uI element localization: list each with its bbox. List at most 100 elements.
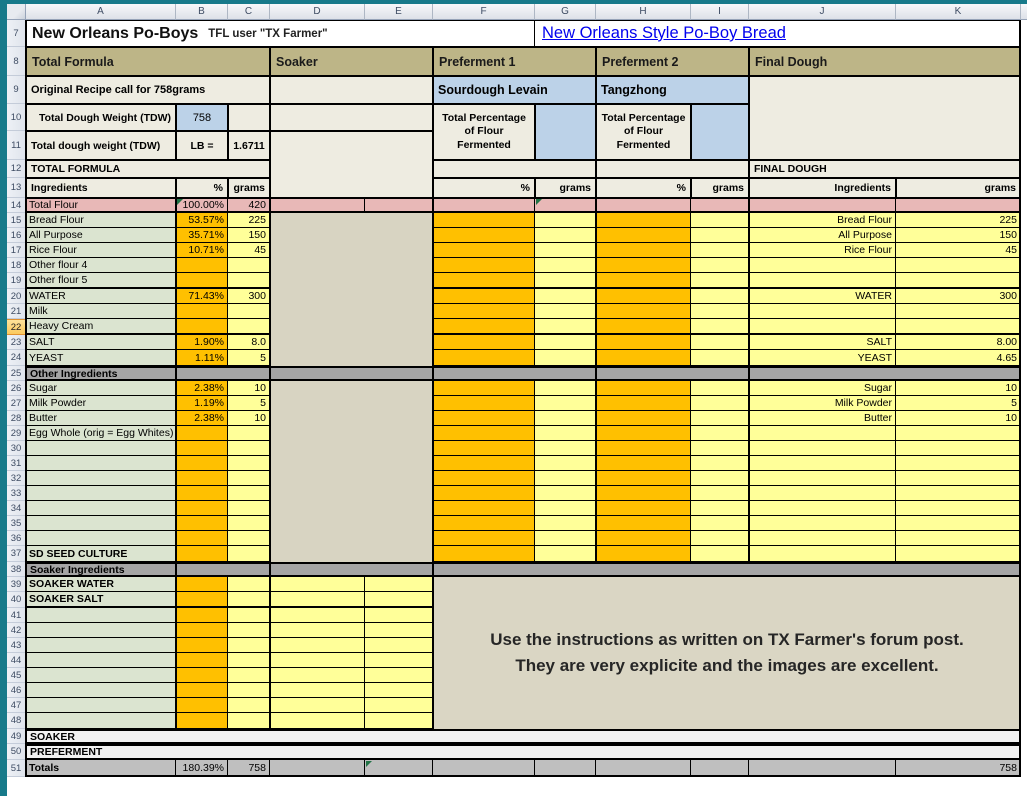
cell-I26[interactable] (691, 381, 749, 396)
cell-C23[interactable]: 8.0 (228, 335, 270, 350)
cell-E41[interactable] (365, 608, 433, 623)
cell-C44[interactable] (228, 653, 270, 668)
cell-C28[interactable]: 10 (228, 411, 270, 426)
cell-I21[interactable] (691, 304, 749, 319)
cell-J33[interactable] (749, 486, 896, 501)
cell-G24[interactable] (535, 350, 596, 366)
ingredients-header-cell-fd[interactable]: Ingredients (749, 178, 896, 198)
section-soaker[interactable]: Soaker (270, 47, 433, 76)
cell-J34[interactable] (749, 501, 896, 516)
lb-unit-cell[interactable]: LB = (176, 131, 228, 160)
tdw-label-cell[interactable]: Total Dough Weight (TDW) (26, 104, 176, 131)
cell-I23[interactable] (691, 335, 749, 350)
grams-header-cell-2[interactable]: grams (535, 178, 596, 198)
cell-B23[interactable]: 1.90% (176, 335, 228, 350)
grams-header-cell-3[interactable]: grams (691, 178, 749, 198)
cell-A37[interactable]: SD SEED CULTURE (26, 546, 176, 562)
cell-C34[interactable] (228, 501, 270, 516)
soaker-merged-block-2[interactable] (270, 381, 433, 562)
cell-K23[interactable]: 8.00 (896, 335, 1021, 350)
cell-K33[interactable] (896, 486, 1021, 501)
tdw-lb-label-cell[interactable]: Total dough weight (TDW) (26, 131, 176, 160)
recipe-hyperlink[interactable]: New Orleans Style Po-Boy Bread (542, 24, 786, 42)
cell-C42[interactable] (228, 623, 270, 638)
cell-G33[interactable] (535, 486, 596, 501)
cell-C16[interactable]: 150 (228, 228, 270, 243)
cell-K32[interactable] (896, 471, 1021, 486)
row-header-20[interactable]: 20 (7, 289, 26, 304)
cell-A44[interactable] (26, 653, 176, 668)
cell-C30[interactable] (228, 441, 270, 456)
cell-F32[interactable] (433, 471, 535, 486)
cell-I29[interactable] (691, 426, 749, 441)
cell-B30[interactable] (176, 441, 228, 456)
preferment1-spacer-cell[interactable] (433, 160, 596, 178)
tangzhong-cell[interactable]: Tangzhong (596, 76, 749, 104)
row-band-38[interactable]: Soaker Ingredients (26, 562, 1021, 577)
cell-B34[interactable] (176, 501, 228, 516)
section-preferment-1[interactable]: Preferment 1 (433, 47, 596, 76)
cell-A31[interactable] (26, 456, 176, 471)
cell-B41[interactable] (176, 608, 228, 623)
row-header-14[interactable]: 14 (7, 198, 26, 213)
cell-K20[interactable]: 300 (896, 289, 1021, 304)
cell-F21[interactable] (433, 304, 535, 319)
cell-A21[interactable]: Milk (26, 304, 176, 319)
cell-B20[interactable]: 71.43% (176, 289, 228, 304)
cell-K34[interactable] (896, 501, 1021, 516)
cell-A19[interactable]: Other flour 5 (26, 273, 176, 289)
cell-C32[interactable] (228, 471, 270, 486)
cell-B33[interactable] (176, 486, 228, 501)
row-band-49[interactable]: SOAKER (26, 729, 1021, 744)
cell-H15[interactable] (596, 213, 691, 228)
row-header-16[interactable]: 16 (7, 228, 26, 243)
row-header-22[interactable]: 22 (7, 319, 26, 335)
cell-J23[interactable]: SALT (749, 335, 896, 350)
cell-G36[interactable] (535, 531, 596, 546)
cell-C41[interactable] (228, 608, 270, 623)
pct-fermented-label-2[interactable]: Total Percentage of Flour Fermented (596, 104, 691, 160)
cell-H35[interactable] (596, 516, 691, 531)
cell-K36[interactable] (896, 531, 1021, 546)
title-row[interactable]: New Orleans Po-Boys TFL user "TX Farmer"… (26, 20, 1021, 47)
row-header-8[interactable]: 8 (7, 47, 26, 76)
cell-J14[interactable] (749, 198, 896, 213)
cell-B45[interactable] (176, 668, 228, 683)
row-header-46[interactable]: 46 (7, 683, 26, 698)
row-header-15[interactable]: 15 (7, 213, 26, 228)
row-header-24[interactable]: 24 (7, 350, 26, 366)
cell-I36[interactable] (691, 531, 749, 546)
cell-F17[interactable] (433, 243, 535, 258)
row-header-30[interactable]: 30 (7, 441, 26, 456)
cell-K27[interactable]: 5 (896, 396, 1021, 411)
cell-D44[interactable] (270, 653, 365, 668)
row-header-34[interactable]: 34 (7, 501, 26, 516)
cell-K30[interactable] (896, 441, 1021, 456)
soaker-empty-cell-3[interactable] (270, 131, 433, 198)
cell-H32[interactable] (596, 471, 691, 486)
cell-G18[interactable] (535, 258, 596, 273)
cell-G32[interactable] (535, 471, 596, 486)
section-preferment-2[interactable]: Preferment 2 (596, 47, 749, 76)
cell-G34[interactable] (535, 501, 596, 516)
cell-E46[interactable] (365, 683, 433, 698)
cell-A15[interactable]: Bread Flour (26, 213, 176, 228)
cell-J27[interactable]: Milk Powder (749, 396, 896, 411)
ingredients-header-cell[interactable]: Ingredients (26, 178, 176, 198)
cell-G20[interactable] (535, 289, 596, 304)
cell-I20[interactable] (691, 289, 749, 304)
cell-F26[interactable] (433, 381, 535, 396)
cell-I24[interactable] (691, 350, 749, 366)
cell-A23[interactable]: SALT (26, 335, 176, 350)
cell-D46[interactable] (270, 683, 365, 698)
cell-E43[interactable] (365, 638, 433, 653)
pct-header-cell-2[interactable]: % (433, 178, 535, 198)
cell-G23[interactable] (535, 335, 596, 350)
cell-A47[interactable] (26, 698, 176, 713)
cell-B40[interactable] (176, 592, 228, 608)
cell-B36[interactable] (176, 531, 228, 546)
cell-B15[interactable]: 53.57% (176, 213, 228, 228)
cell-A40[interactable]: SOAKER SALT (26, 592, 176, 608)
cell-B44[interactable] (176, 653, 228, 668)
cell-E42[interactable] (365, 623, 433, 638)
